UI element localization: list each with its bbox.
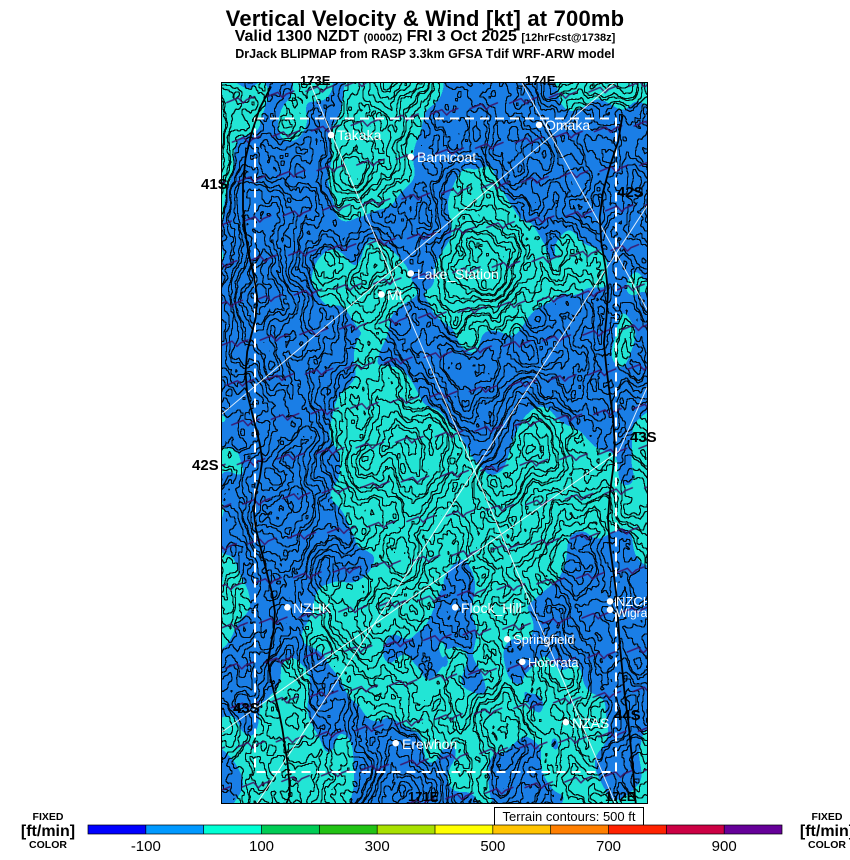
- svg-text:100: 100: [249, 838, 274, 855]
- svg-text:500: 500: [480, 838, 505, 855]
- svg-text:900: 900: [712, 838, 737, 855]
- svg-text:700: 700: [596, 838, 621, 855]
- svg-text:300: 300: [365, 838, 390, 855]
- svg-text:-100: -100: [131, 838, 161, 855]
